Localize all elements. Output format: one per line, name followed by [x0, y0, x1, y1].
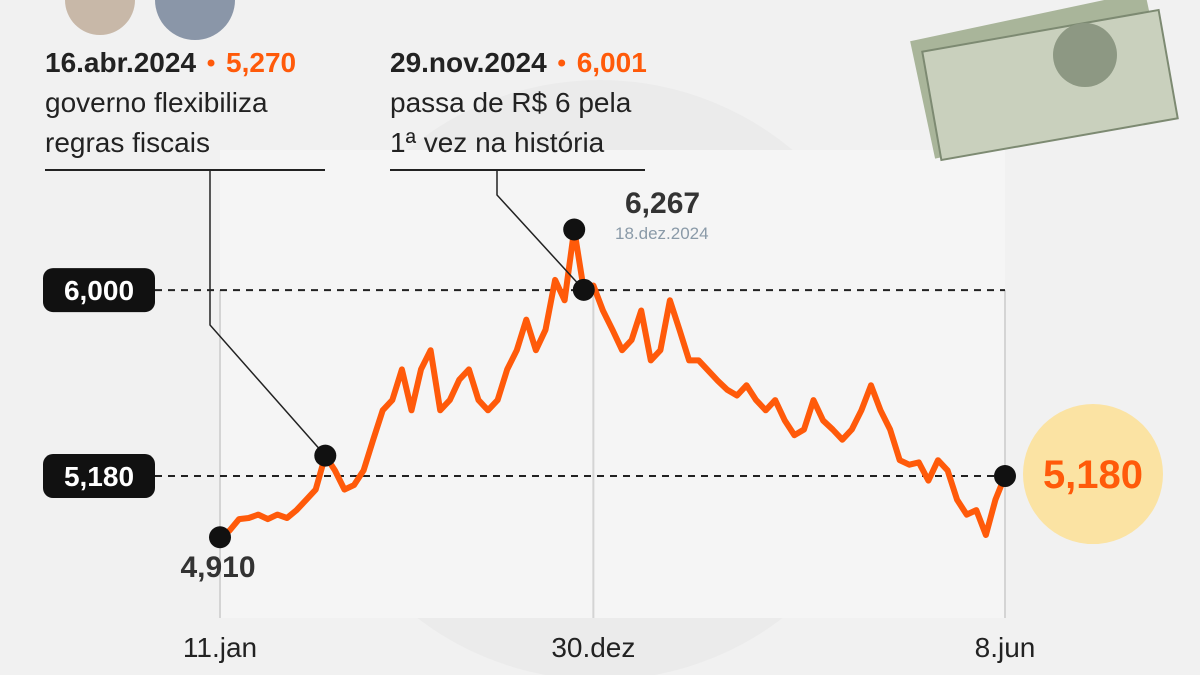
photo	[65, 0, 135, 35]
money-illustration	[910, 0, 1179, 162]
annotation-date: 18.dez.2024	[615, 224, 709, 243]
bullet	[558, 59, 566, 67]
annotation-value: 5,270	[226, 47, 296, 78]
photo	[155, 0, 235, 40]
data-line	[217, 226, 1008, 541]
annotation-text: regras fiscais	[45, 127, 210, 158]
leader-line	[209, 170, 326, 457]
annotation-dot	[563, 218, 586, 241]
leader-line	[496, 170, 585, 291]
annotation-value: 4,910	[180, 551, 255, 584]
annotation-value: 6,001	[577, 47, 647, 78]
annotation-date: 29.nov.2024	[390, 47, 547, 78]
y-tick-label: 6,000	[64, 275, 134, 306]
y-tick-pill	[43, 268, 155, 313]
annotation-dot	[314, 444, 337, 467]
x-tick-label: 11.jan	[183, 632, 257, 663]
annotation-text: governo flexibiliza	[45, 87, 268, 118]
annotation-header: 16.abr.2024 5,270	[45, 47, 296, 78]
bullet	[207, 59, 215, 67]
annotation-dot	[572, 278, 595, 301]
y-tick-label: 5,180	[64, 461, 134, 492]
highlight-circle	[1023, 404, 1163, 545]
annotation-value: 6,267	[625, 187, 700, 220]
annotation-header: 29.nov.2024 6,001	[390, 47, 647, 78]
annotation-text: passa de R$ 6 pela	[390, 87, 632, 118]
x-tick-label: 8.jun	[975, 632, 1036, 663]
y-tick-pill	[43, 454, 155, 499]
x-tick-label: 30.dez	[551, 632, 635, 663]
plot-area	[220, 150, 1005, 618]
annotation-text: 1ª vez na história	[390, 127, 605, 158]
annotation-dot	[209, 526, 231, 549]
annotation-date: 16.abr.2024	[45, 47, 196, 78]
annotation-dot	[994, 465, 1016, 488]
annotation-value: 5,180	[1043, 453, 1143, 497]
